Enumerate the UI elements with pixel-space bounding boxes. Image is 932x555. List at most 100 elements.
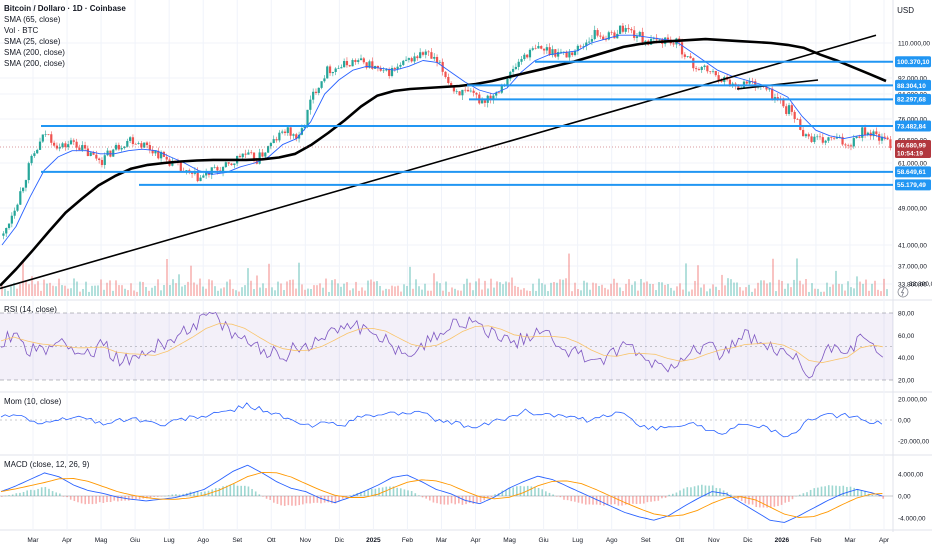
volume-bar [268, 264, 270, 296]
volume-bar [436, 281, 438, 296]
volume-bar [586, 283, 588, 296]
volume-bar [595, 283, 597, 296]
volume-bar [289, 280, 291, 296]
candle-body [129, 137, 131, 141]
currency-label[interactable]: USD [897, 6, 914, 15]
x-axis-label: Ago [197, 537, 209, 544]
candle-body [799, 119, 801, 130]
volume-bar [865, 280, 867, 296]
volume-bar [784, 289, 786, 296]
volume-bar [673, 291, 675, 296]
volume-bar [304, 290, 306, 296]
volume-bar [469, 283, 471, 296]
volume-bar [610, 284, 612, 296]
macd-histogram-bar [298, 496, 300, 505]
candle-body [715, 71, 717, 75]
candle-body [543, 49, 545, 51]
candle-body [104, 155, 106, 165]
volume-bar [598, 286, 600, 296]
candle-body [861, 127, 863, 137]
rsi-title: RSI (14, close) [4, 305, 57, 314]
volume-bar [355, 282, 357, 296]
volume-bar [424, 284, 426, 296]
candle-body [14, 211, 16, 216]
candle-body [447, 77, 449, 83]
candle-body [270, 143, 272, 146]
x-axis-label: Set [232, 537, 242, 544]
volume-bar [385, 289, 387, 296]
macd-histogram-bar [418, 495, 420, 496]
candle-body [112, 150, 114, 157]
macd-histogram-bar [810, 490, 812, 496]
volume-bar [412, 289, 414, 296]
macd-histogram-bar [509, 488, 511, 496]
candle-body [591, 39, 593, 42]
candle-body [326, 66, 328, 78]
candle-body [213, 167, 215, 168]
candle-countdown: 10:54:19 [897, 151, 923, 158]
candle-body [22, 188, 24, 192]
macd-histogram-bar [451, 496, 453, 503]
volume-bar [769, 282, 771, 296]
macd-histogram-bar [871, 495, 873, 496]
macd-histogram-bar [157, 496, 159, 497]
volume-bar [559, 279, 561, 296]
candle-body [394, 68, 396, 69]
x-axis-label: Nov [300, 537, 312, 544]
candle-body [627, 28, 629, 29]
macd-histogram-bar [763, 496, 765, 508]
legend-sma200-b: SMA (200, close) [4, 58, 126, 69]
candle-body [233, 164, 235, 165]
macd-histogram-bar [284, 496, 286, 506]
macd-histogram-bar [628, 496, 630, 504]
volume-bar [202, 287, 204, 296]
volume-bar [292, 280, 294, 296]
x-axis-label: Apr [62, 537, 73, 544]
volume-bar [442, 291, 444, 296]
volume-bar [619, 287, 621, 296]
candle-body [146, 143, 148, 145]
macd-histogram-bar [429, 496, 431, 500]
candle-body [354, 60, 356, 62]
macd-histogram-bar [505, 490, 507, 496]
candle-body [278, 133, 280, 141]
volume-bar [529, 291, 531, 296]
volume-bar [637, 291, 639, 296]
candle-body [506, 79, 508, 85]
volume-bar [847, 281, 849, 296]
macd-histogram-bar [215, 488, 217, 496]
volume-bar [373, 282, 375, 296]
candle-body [202, 175, 204, 177]
level-price-label: 88.304,10 [897, 83, 926, 90]
macd-histogram-bar [295, 496, 297, 506]
volume-bar [157, 279, 159, 296]
macd-histogram-bar [618, 496, 620, 506]
volume-bar [118, 285, 120, 296]
macd-histogram-bar [259, 494, 261, 496]
macd-histogram-bar [632, 496, 634, 504]
macd-histogram-bar [1, 496, 3, 497]
candle-body [464, 90, 466, 91]
candle-body [833, 138, 835, 139]
candle-body [816, 137, 818, 138]
macd-histogram-bar [436, 496, 438, 503]
candle-body [166, 157, 168, 160]
volume-bar [133, 290, 135, 296]
candle-body [684, 54, 686, 57]
macd-histogram-bar [168, 495, 170, 496]
x-axis-label: Set [641, 537, 651, 544]
candle-body [554, 49, 556, 56]
candle-body [39, 142, 41, 150]
volume-bar [802, 284, 804, 296]
volume-bar [193, 283, 195, 296]
candle-body [261, 152, 263, 156]
volume-bar [814, 289, 816, 296]
candle-body [98, 159, 100, 160]
macd-histogram-bar [832, 485, 834, 496]
volume-bar [640, 279, 642, 296]
candle-body [467, 90, 469, 91]
candle-body [658, 39, 660, 40]
candle-body [408, 58, 410, 60]
volume-bar [775, 291, 777, 296]
